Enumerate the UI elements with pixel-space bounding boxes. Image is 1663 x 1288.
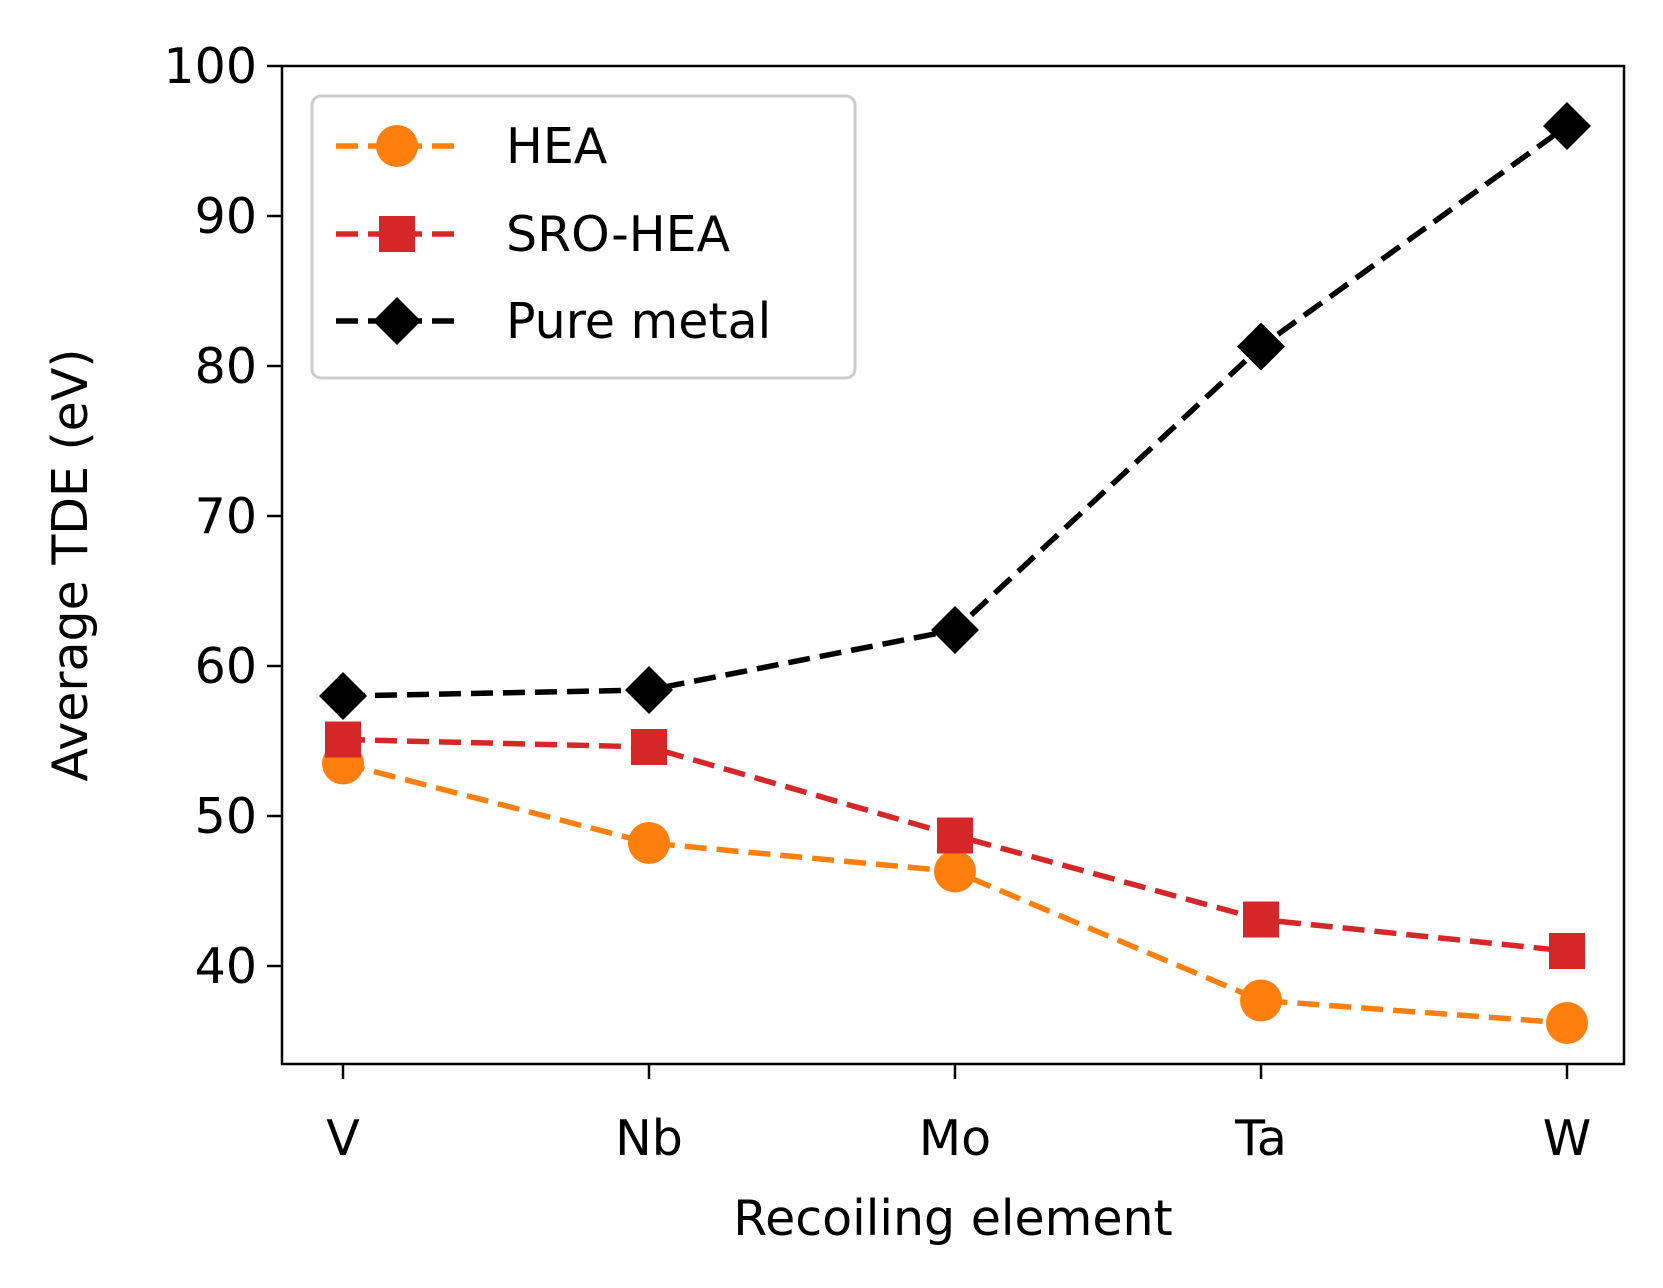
x-tick-label: Nb [615, 1110, 683, 1167]
y-tick-label: 80 [195, 338, 257, 395]
data-point-hea [628, 822, 670, 864]
x-tick-label: W [1543, 1110, 1591, 1167]
y-tick-label: 70 [195, 488, 257, 545]
legend: HEA SRO-HEA Pure metal [310, 94, 857, 380]
y-tick-label: 40 [195, 938, 257, 995]
data-point-sro-hea [325, 721, 361, 758]
data-point-sro-hea [937, 817, 973, 854]
legend-marker-hea [376, 125, 418, 167]
y-axis: 40 50 60 70 80 90 100 [163, 38, 282, 995]
x-tick-label: Mo [919, 1110, 991, 1167]
data-point-pure-metal [1237, 322, 1285, 371]
data-point-hea [1546, 1002, 1588, 1044]
y-tick-label: 90 [195, 188, 257, 245]
data-point-sro-hea [631, 729, 667, 765]
legend-marker-sro-hea [379, 216, 415, 252]
legend-label-pure-metal: Pure metal [506, 293, 771, 350]
legend-label-sro-hea: SRO-HEA [506, 206, 731, 263]
legend-box [310, 94, 857, 380]
legend-marker-pure-metal [373, 297, 421, 345]
x-tick-label: Ta [1234, 1110, 1287, 1167]
data-point-pure-metal [625, 666, 673, 714]
y-tick-label: 60 [195, 638, 257, 695]
y-tick-label: 50 [195, 788, 257, 845]
data-point-hea [1240, 979, 1282, 1022]
data-point-pure-metal [319, 672, 367, 720]
data-point-pure-metal [1543, 102, 1591, 150]
y-tick-label: 100 [163, 38, 257, 95]
data-point-sro-hea [1243, 901, 1279, 938]
legend-label-hea: HEA [506, 118, 608, 175]
x-axis: V Nb Mo Ta W [326, 1064, 1591, 1167]
data-point-hea [934, 850, 976, 893]
series-layer [319, 102, 1591, 1044]
data-point-sro-hea [1549, 933, 1585, 969]
data-point-pure-metal [931, 606, 979, 654]
y-axis-title: Average TDE (eV) [42, 349, 99, 782]
x-tick-label: V [326, 1110, 360, 1167]
plot-frame [280, 64, 1626, 1066]
x-axis-title: Recoiling element [733, 1190, 1173, 1247]
